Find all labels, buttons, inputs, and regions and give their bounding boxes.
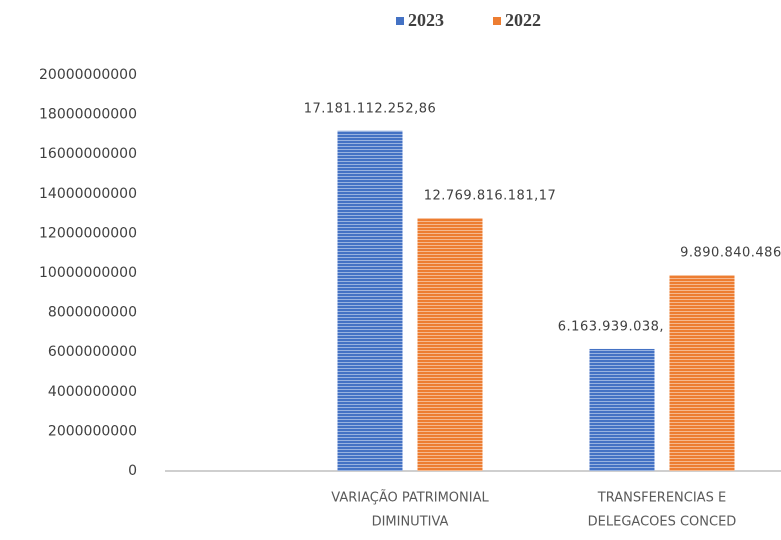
y-tick-label: 20000000000 (39, 67, 137, 83)
y-tick-label: 2000000000 (48, 423, 137, 439)
x-tick-label: TRANSFERENCIAS E (597, 491, 726, 506)
y-tick-label: 8000000000 (48, 305, 137, 321)
y-tick-label: 18000000000 (39, 107, 137, 123)
data-label: 12.769.816.181,17 (424, 189, 557, 204)
x-tick-label: DIMINUTIVA (372, 515, 449, 530)
data-label: 17.181.112.252,86 (304, 101, 437, 116)
legend-swatch (493, 17, 501, 25)
bar (417, 218, 483, 471)
y-tick-label: 4000000000 (48, 384, 137, 400)
y-tick-label: 6000000000 (48, 344, 137, 360)
legend-swatch (396, 17, 404, 25)
data-label: 9.890.840.486,01 (680, 246, 781, 261)
legend-label: 2023 (408, 10, 444, 30)
y-tick-label: 12000000000 (39, 225, 137, 241)
y-tick-label: 0 (128, 463, 137, 479)
legend-label: 2022 (505, 10, 541, 30)
x-tick-label: DELEGACOES CONCED (588, 515, 737, 530)
bar (669, 275, 735, 471)
y-tick-label: 10000000000 (39, 265, 137, 281)
y-tick-label: 14000000000 (39, 186, 137, 202)
bar (337, 130, 403, 472)
bar (589, 348, 655, 471)
y-tick-label: 16000000000 (39, 146, 137, 162)
data-label: 6.163.939.038, 74 (558, 319, 686, 334)
x-tick-label: VARIAÇÃO PATRIMONIAL (331, 490, 489, 506)
